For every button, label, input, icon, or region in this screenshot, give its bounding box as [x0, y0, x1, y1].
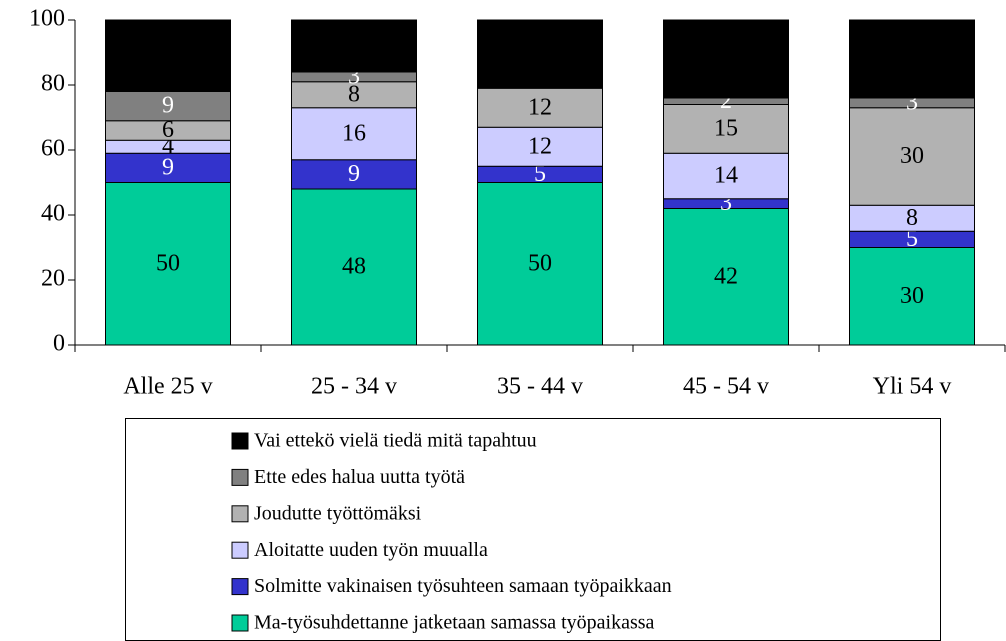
legend-label: Joudutte työttömäksi: [254, 502, 422, 524]
bar-segment: [291, 107, 417, 161]
y-tick-label: 20: [41, 266, 65, 292]
x-tick-label: 25 - 34 v: [311, 374, 397, 400]
bar-segment: [477, 182, 603, 346]
data-label: 50: [156, 250, 180, 276]
legend-swatch: [231, 505, 249, 523]
legend-label: Ette edes halua uutta työtä: [254, 466, 465, 488]
data-label: 5: [534, 161, 546, 187]
legend-label: Ma-työsuhdettanne jatketaan samassa työp…: [254, 612, 655, 634]
data-label: 8: [906, 205, 918, 231]
bar-segment: [105, 152, 231, 183]
bar-segment: [849, 247, 975, 346]
data-label: 50: [528, 250, 552, 276]
x-tick-label: 35 - 44 v: [497, 374, 583, 400]
bar-segment: [663, 152, 789, 200]
data-label: 5: [906, 226, 918, 252]
y-tick-label: 40: [41, 201, 65, 227]
legend-box: [125, 418, 941, 641]
data-label: 6: [162, 117, 174, 143]
data-label: 30: [900, 283, 924, 309]
x-tick-label: Yli 54 v: [873, 374, 952, 400]
bar-segment: [291, 188, 417, 346]
bar-segment: [477, 87, 603, 128]
data-label: 30: [900, 143, 924, 169]
data-label: 15: [714, 115, 738, 141]
legend-swatch: [231, 432, 249, 450]
data-label: 16: [342, 120, 366, 146]
bar-segment: [105, 91, 231, 122]
bar-segment: [105, 19, 231, 92]
legend-swatch: [231, 614, 249, 632]
bar-segment: [663, 208, 789, 346]
y-tick-label: 100: [29, 6, 65, 32]
legend-label: Aloitatte uuden työn muualla: [254, 539, 488, 561]
data-label: 42: [714, 263, 738, 289]
legend-swatch: [231, 578, 249, 596]
bar-segment: [849, 19, 975, 99]
bar-segment: [291, 19, 417, 73]
bar-segment: [849, 107, 975, 206]
y-tick-label: 80: [41, 71, 65, 97]
legend-label: Solmitte vakinaisen työsuhteen samaan ty…: [254, 575, 672, 597]
bar-segment: [663, 104, 789, 154]
data-label: 12: [528, 94, 552, 120]
data-label: 12: [528, 133, 552, 159]
legend-swatch: [231, 541, 249, 559]
data-label: 8: [348, 81, 360, 107]
data-label: 9: [162, 154, 174, 180]
legend-label: Vai ettekö vielä tiedä mitä tapahtuu: [254, 430, 537, 452]
data-label: 48: [342, 254, 366, 280]
x-tick-label: 45 - 54 v: [683, 374, 769, 400]
y-tick-label: 60: [41, 136, 65, 162]
bar-segment: [663, 19, 789, 99]
bar-segment: [291, 159, 417, 190]
data-label: 14: [714, 163, 738, 189]
data-label: 9: [348, 161, 360, 187]
data-label: 9: [162, 93, 174, 119]
bar-segment: [477, 126, 603, 167]
y-tick-label: 0: [53, 331, 65, 357]
bar-segment: [477, 19, 603, 89]
x-tick-label: Alle 25 v: [123, 374, 212, 400]
legend-swatch: [231, 468, 249, 486]
bar-segment: [849, 204, 975, 232]
